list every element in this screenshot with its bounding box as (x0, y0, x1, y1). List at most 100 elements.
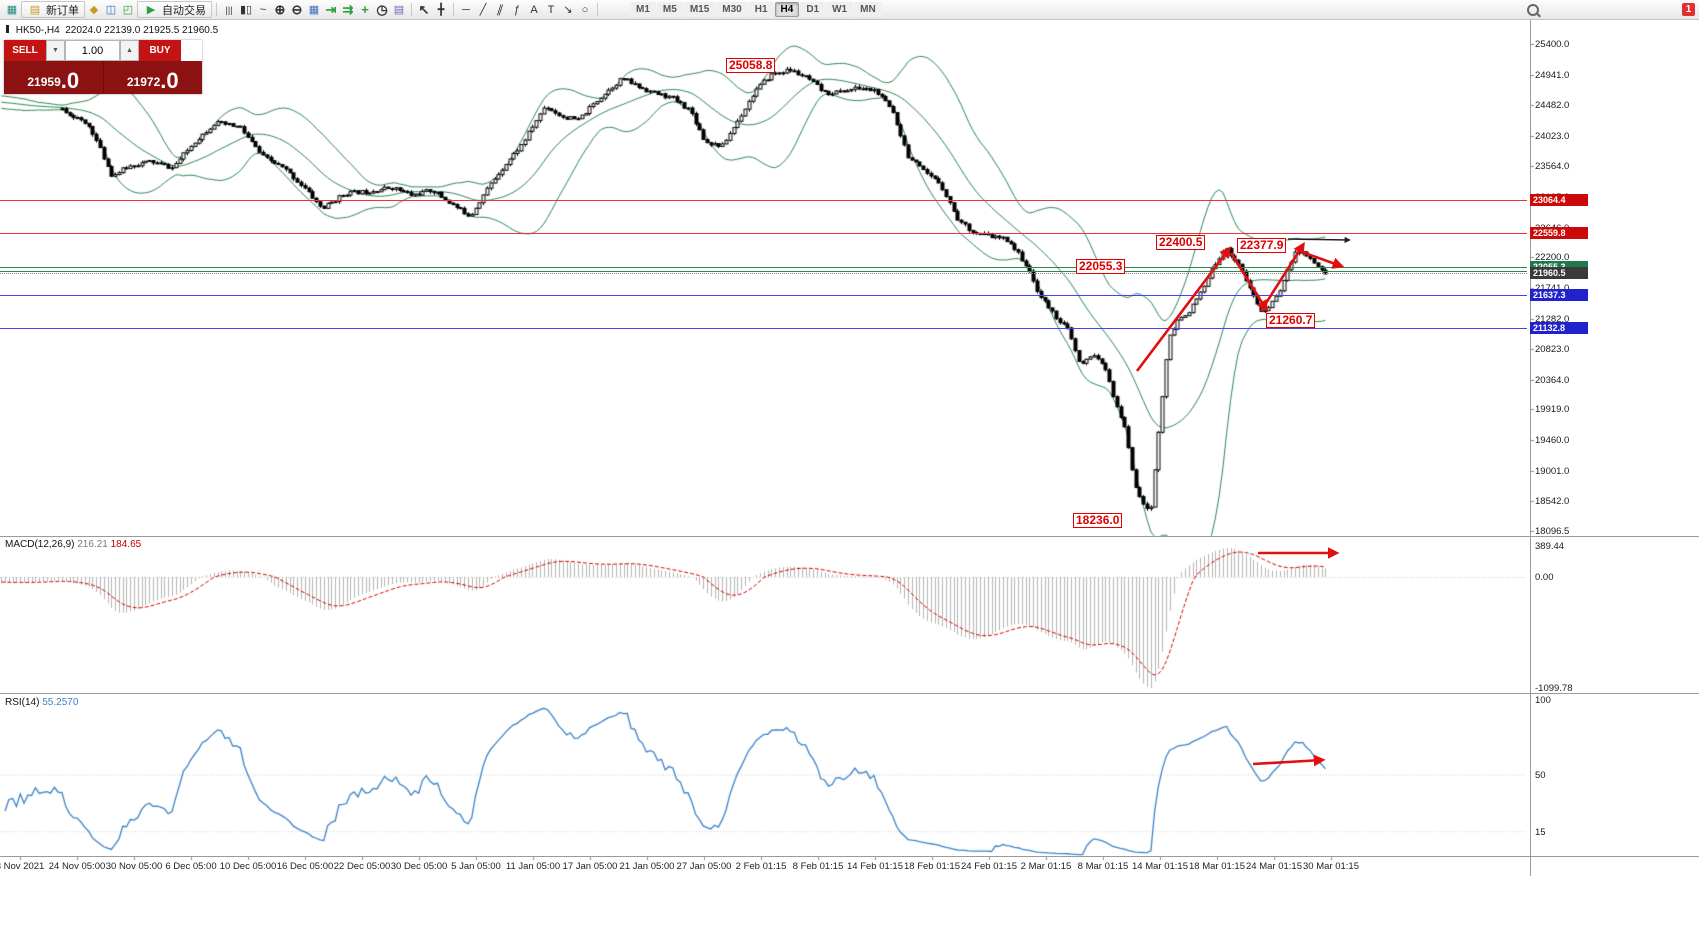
chart-shift-icon[interactable]: ⇉ (342, 1, 354, 17)
templates-icon[interactable]: ▤ (393, 3, 405, 16)
volume-decrease-button[interactable]: ▼ (46, 40, 65, 61)
cursor-icon[interactable]: ↖ (418, 1, 430, 17)
price-axis-badge: 23064.4 (1530, 194, 1588, 206)
price-annotation[interactable]: 25058.8 (726, 58, 776, 73)
bar-chart-icon[interactable]: ||| (225, 4, 233, 15)
price-annotation[interactable]: 21260.7 (1266, 313, 1316, 328)
price-axis-badge: 21132.8 (1530, 322, 1588, 334)
time-axis-label: 30 Mar 01:15 (1303, 861, 1359, 872)
panel-separator[interactable] (0, 536, 1699, 537)
new-order-icon: ▤ (29, 3, 41, 16)
volume-input[interactable] (65, 40, 120, 61)
chart-window-icon[interactable]: ▦ (6, 3, 18, 16)
time-axis-label: 22 Dec 05:00 (333, 861, 391, 872)
indicators-icon[interactable]: + (361, 1, 369, 17)
price-axis-label: 18096.5 (1535, 525, 1570, 537)
price-annotation[interactable]: 18236.0 (1073, 513, 1123, 528)
profiles-icon[interactable]: ◫ (105, 3, 117, 16)
time-axis-label: 24 Feb 01:15 (961, 861, 1017, 872)
time-axis-label: 2 Mar 01:15 (1020, 861, 1072, 872)
autotrading-button[interactable]: ▶ 自动交易 (137, 1, 212, 18)
time-axis-label: 17 Jan 05:00 (562, 861, 618, 872)
panel-separator[interactable] (0, 856, 1699, 857)
market-watch-icon[interactable]: ◆ (89, 3, 99, 16)
horizontal-line-icon[interactable]: ─ (462, 3, 470, 16)
timeframe-button-w1[interactable]: W1 (826, 2, 854, 17)
sell-button[interactable]: SELL (4, 40, 46, 61)
new-order-label: 新订单 (46, 4, 79, 17)
candlestick-icon[interactable]: ▮▯ (239, 3, 253, 16)
time-axis-label: 6 Dec 05:00 (165, 861, 217, 872)
price-axis-label: 21282.0 (1535, 313, 1570, 325)
timeframe-button-m5[interactable]: M5 (656, 2, 683, 17)
price-level-line[interactable] (0, 270, 1527, 272)
time-axis-label: 21 Jan 05:00 (619, 861, 675, 872)
timeframe-group: M1 M5 M15 M30 H1 H4 D1 W1 MN (630, 2, 882, 17)
ohlc-values: 22024.0 22139.0 21925.5 21960.5 (65, 25, 219, 36)
time-axis-label: 3 Nov 2021 (0, 861, 45, 872)
price-annotation[interactable]: 22400.5 (1156, 235, 1206, 250)
price-axis-badge: 22559.8 (1530, 227, 1588, 239)
timeframe-button-mn[interactable]: MN (854, 2, 882, 17)
time-axis-label: 30 Nov 05:00 (105, 861, 163, 872)
macd-label: MACD(12,26,9) 216.21 184.65 (3, 539, 144, 550)
price-axis-label: 20823.0 (1535, 344, 1570, 356)
zoom-in-icon[interactable]: ⊕ (274, 1, 286, 17)
price-axis-label: 20364.0 (1535, 374, 1570, 386)
trendline-icon[interactable]: ╱ (479, 3, 487, 16)
price-level-line[interactable] (0, 199, 1527, 201)
label-icon[interactable]: T (547, 3, 555, 16)
price-axis-label: 18542.0 (1535, 496, 1570, 508)
price-axis-label: 21741.0 (1535, 283, 1569, 294)
time-axis-label: 30 Dec 05:00 (390, 861, 448, 872)
time-axis-label: 24 Nov 05:00 (48, 861, 106, 872)
volume-increase-button[interactable]: ▲ (120, 40, 139, 61)
one-click-trading-panel: SELL ▼ ▲ BUY 21959.0 21972.0 (4, 40, 202, 94)
text-icon[interactable]: A (530, 3, 538, 16)
timeframe-button-m30[interactable]: M30 (716, 2, 748, 17)
price-axis-label: 19001.0 (1535, 465, 1570, 477)
crosshair-icon[interactable]: ╋ (437, 3, 445, 16)
periods-icon[interactable]: ◷ (376, 1, 388, 17)
line-chart-icon[interactable]: ~ (259, 3, 267, 16)
price-annotation[interactable]: 22055.3 (1076, 259, 1126, 274)
price-level-line[interactable] (0, 327, 1527, 329)
buy-price[interactable]: 21972.0 (102, 61, 203, 94)
buy-button[interactable]: BUY (139, 40, 181, 61)
symbol-header: HK50-,H4 22024.0 22139.0 21925.5 21960.5 (6, 25, 218, 36)
price-level-line[interactable] (0, 266, 1527, 268)
tile-windows-icon[interactable]: ▦ (308, 3, 320, 16)
timeframe-button-m1[interactable]: M1 (630, 2, 656, 17)
play-icon: ▶ (146, 3, 156, 16)
fibonacci-icon[interactable]: ƒ (513, 3, 521, 16)
time-axis-label: 8 Feb 01:15 (792, 861, 844, 872)
timeframe-button-m15[interactable]: M15 (683, 2, 716, 17)
trade-controls-row: SELL ▼ ▲ BUY (4, 40, 202, 61)
channel-icon[interactable]: ∥ (495, 3, 505, 16)
search-icon[interactable] (1527, 3, 1539, 16)
arrows-tool-icon[interactable]: ↘ (563, 3, 573, 16)
new-order-button[interactable]: ▤ 新订单 (21, 1, 85, 18)
shapes-icon[interactable]: ○ (581, 3, 589, 16)
price-axis-border (1530, 20, 1531, 876)
price-annotation[interactable]: 22377.9 (1237, 238, 1287, 253)
timeframe-button-h4[interactable]: H4 (774, 2, 800, 17)
terminal-icon[interactable]: ◰ (122, 3, 134, 16)
auto-scroll-icon[interactable]: ⇥ (325, 1, 337, 17)
time-axis-label: 8 Mar 01:15 (1077, 861, 1129, 872)
notification-badge[interactable]: 1 (1682, 3, 1695, 16)
rsi-axis-label: 100 (1535, 695, 1551, 706)
sell-price[interactable]: 21959.0 (27, 68, 80, 93)
time-axis-label: 14 Mar 01:15 (1132, 861, 1188, 872)
timeframe-button-d1[interactable]: D1 (800, 2, 826, 17)
price-level-line[interactable] (0, 232, 1527, 234)
macd-axis-label: -1099.78 (1535, 683, 1573, 694)
panel-separator[interactable] (0, 693, 1699, 694)
rsi-label: RSI(14) 55.2570 (3, 697, 81, 708)
time-axis-label: 18 Mar 01:15 (1189, 861, 1245, 872)
price-level-line[interactable] (0, 294, 1527, 296)
timeframe-button-h1[interactable]: H1 (748, 2, 774, 17)
zoom-out-icon[interactable]: ⊖ (291, 1, 303, 17)
price-axis-label: 24482.0 (1535, 100, 1570, 112)
